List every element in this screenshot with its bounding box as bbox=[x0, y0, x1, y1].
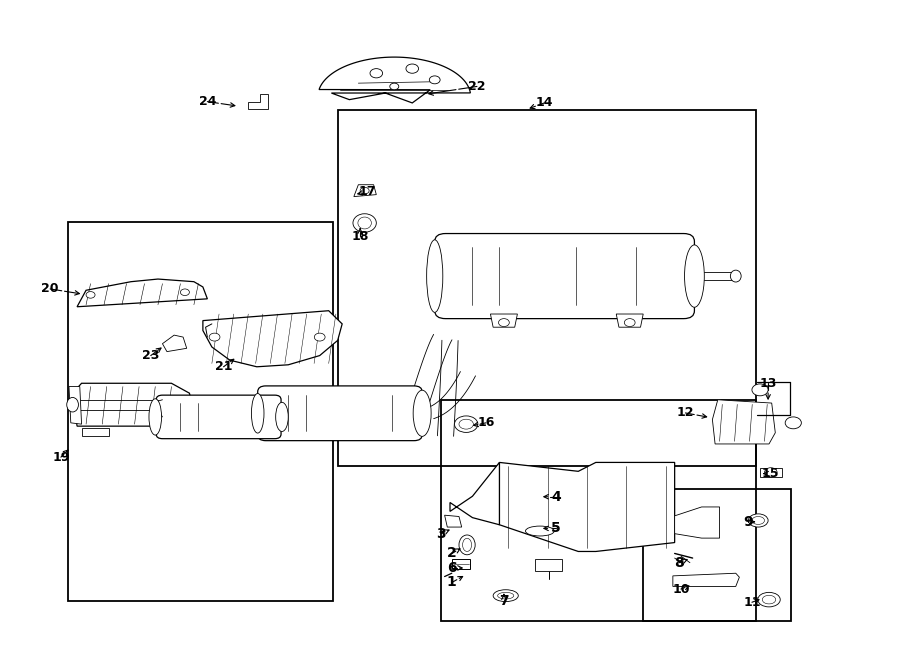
Ellipse shape bbox=[493, 590, 518, 602]
Polygon shape bbox=[248, 95, 267, 109]
Text: 16: 16 bbox=[477, 416, 495, 430]
Polygon shape bbox=[673, 573, 740, 586]
Text: 17: 17 bbox=[358, 186, 376, 198]
Circle shape bbox=[429, 76, 440, 84]
Polygon shape bbox=[77, 279, 207, 307]
Text: 10: 10 bbox=[672, 582, 689, 596]
Circle shape bbox=[406, 64, 419, 73]
Polygon shape bbox=[500, 463, 675, 551]
Ellipse shape bbox=[454, 416, 478, 432]
Circle shape bbox=[360, 187, 369, 194]
Ellipse shape bbox=[67, 397, 78, 412]
Text: 18: 18 bbox=[352, 229, 369, 243]
Circle shape bbox=[499, 319, 509, 327]
Ellipse shape bbox=[427, 240, 443, 313]
Bar bbox=[441, 400, 755, 621]
FancyBboxPatch shape bbox=[257, 386, 422, 441]
Text: 23: 23 bbox=[142, 349, 159, 362]
Polygon shape bbox=[445, 515, 462, 527]
Bar bbox=[338, 110, 755, 466]
Polygon shape bbox=[405, 334, 452, 420]
Ellipse shape bbox=[275, 403, 288, 432]
Text: 13: 13 bbox=[760, 377, 777, 390]
Ellipse shape bbox=[758, 592, 780, 607]
Polygon shape bbox=[491, 314, 518, 327]
Circle shape bbox=[180, 289, 189, 295]
Polygon shape bbox=[162, 335, 186, 352]
Text: 4: 4 bbox=[551, 490, 561, 504]
Circle shape bbox=[752, 384, 768, 396]
Ellipse shape bbox=[459, 535, 475, 555]
Polygon shape bbox=[450, 463, 500, 525]
Polygon shape bbox=[536, 559, 562, 571]
Text: 11: 11 bbox=[743, 596, 760, 609]
Ellipse shape bbox=[762, 596, 776, 604]
Circle shape bbox=[86, 292, 95, 298]
Ellipse shape bbox=[526, 526, 554, 536]
Circle shape bbox=[625, 319, 635, 327]
Bar bbox=[644, 488, 791, 621]
Ellipse shape bbox=[752, 516, 764, 524]
Polygon shape bbox=[320, 57, 471, 103]
Ellipse shape bbox=[149, 399, 161, 435]
Polygon shape bbox=[69, 387, 82, 424]
Ellipse shape bbox=[748, 514, 768, 527]
Text: 12: 12 bbox=[677, 407, 694, 420]
Polygon shape bbox=[760, 468, 782, 477]
Ellipse shape bbox=[731, 270, 742, 282]
Polygon shape bbox=[73, 383, 194, 426]
Text: 15: 15 bbox=[761, 467, 778, 480]
Text: 19: 19 bbox=[52, 451, 69, 463]
Ellipse shape bbox=[685, 245, 705, 307]
Polygon shape bbox=[616, 314, 643, 327]
Ellipse shape bbox=[463, 538, 472, 551]
Text: 3: 3 bbox=[436, 527, 446, 541]
Ellipse shape bbox=[413, 390, 431, 436]
Ellipse shape bbox=[353, 214, 376, 232]
Text: 2: 2 bbox=[447, 547, 456, 561]
Circle shape bbox=[314, 333, 325, 341]
Text: 6: 6 bbox=[447, 561, 456, 575]
Bar bbox=[68, 221, 333, 601]
Ellipse shape bbox=[498, 592, 514, 599]
FancyBboxPatch shape bbox=[435, 233, 695, 319]
Ellipse shape bbox=[459, 419, 473, 429]
Ellipse shape bbox=[358, 217, 372, 229]
Ellipse shape bbox=[251, 393, 264, 433]
Polygon shape bbox=[713, 400, 775, 444]
Polygon shape bbox=[675, 507, 720, 538]
Circle shape bbox=[370, 69, 382, 78]
Circle shape bbox=[764, 468, 777, 477]
Text: 7: 7 bbox=[500, 594, 508, 608]
Polygon shape bbox=[354, 184, 376, 196]
Circle shape bbox=[209, 333, 220, 341]
Text: 5: 5 bbox=[551, 522, 561, 535]
Polygon shape bbox=[194, 399, 423, 425]
Circle shape bbox=[390, 83, 399, 90]
Polygon shape bbox=[202, 311, 342, 367]
Text: 8: 8 bbox=[674, 556, 684, 570]
Bar bbox=[452, 559, 470, 569]
Circle shape bbox=[785, 417, 801, 429]
FancyBboxPatch shape bbox=[157, 395, 281, 439]
Text: 20: 20 bbox=[41, 282, 58, 295]
Text: 9: 9 bbox=[743, 515, 753, 529]
Text: 22: 22 bbox=[468, 80, 486, 93]
Text: 1: 1 bbox=[447, 576, 456, 590]
Text: 14: 14 bbox=[536, 97, 554, 110]
Text: 21: 21 bbox=[215, 360, 232, 373]
Text: 24: 24 bbox=[199, 95, 216, 108]
Polygon shape bbox=[82, 428, 109, 436]
